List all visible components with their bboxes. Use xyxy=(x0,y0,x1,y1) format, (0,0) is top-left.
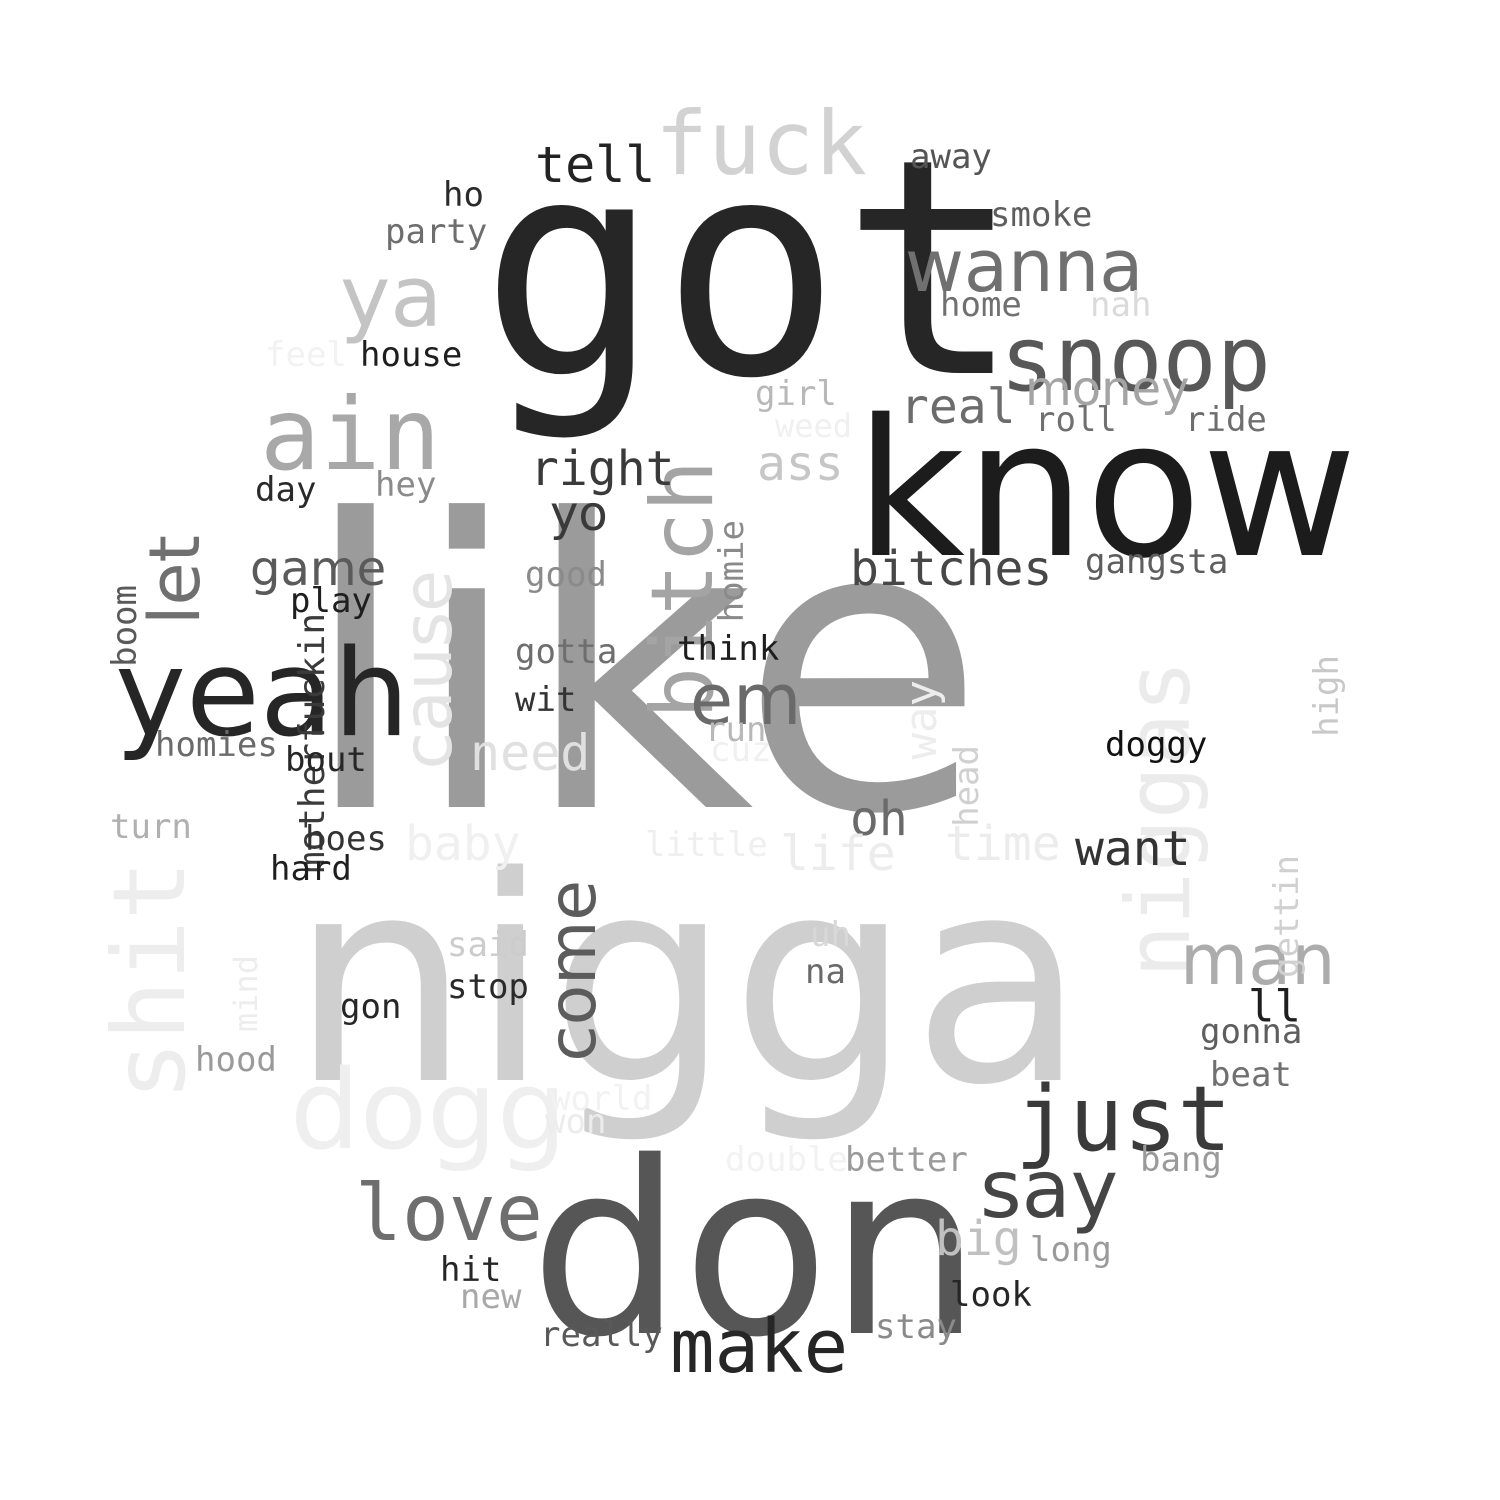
word-let: let xyxy=(134,535,216,625)
word-nah: nah xyxy=(1090,285,1152,325)
word-smoke: smoke xyxy=(990,195,1093,235)
word-gotta: gotta xyxy=(515,632,618,672)
word-stop: stop xyxy=(447,967,529,1007)
word-big: big xyxy=(935,1211,1022,1267)
word-man: man xyxy=(1180,919,1336,1001)
word-money: money xyxy=(1025,361,1190,417)
word-long: long xyxy=(1030,1230,1112,1270)
word-hood: hood xyxy=(195,1040,277,1080)
word-love: love xyxy=(355,1169,543,1259)
word-beat: beat xyxy=(1210,1055,1292,1095)
word-party: party xyxy=(385,212,488,252)
word-yo: yo xyxy=(550,486,608,542)
word-snoop: snoop xyxy=(1000,307,1271,412)
word-homie: homie xyxy=(712,520,752,623)
word-gon: gon xyxy=(340,987,402,1027)
word-girl: girl xyxy=(755,374,837,414)
word-world: world xyxy=(550,1079,653,1119)
word-turn: turn xyxy=(110,807,192,847)
word-real: real xyxy=(900,379,1016,435)
word-tell: tell xyxy=(535,136,656,194)
word-life: life xyxy=(780,826,896,882)
word-little: little xyxy=(645,825,768,865)
word-fuck: fuck xyxy=(655,92,867,195)
word-hoes: hoes xyxy=(305,819,387,859)
word-day: day xyxy=(255,470,317,510)
word-know: know xyxy=(855,379,1358,600)
word-make: make xyxy=(670,1304,849,1390)
word-good: good xyxy=(525,555,607,595)
word-want: want xyxy=(1075,821,1191,877)
word-like: like xyxy=(300,437,986,902)
word-new: new xyxy=(460,1277,522,1317)
word-roll: roll xyxy=(1035,400,1117,440)
word-doggy: doggy xyxy=(1105,725,1208,765)
word-time: time xyxy=(945,816,1061,872)
word-think: think xyxy=(677,629,780,669)
word-double: double xyxy=(725,1140,848,1180)
word-ain: ain xyxy=(260,376,441,493)
word-game: game xyxy=(250,541,387,597)
word-play: play xyxy=(290,581,372,621)
word-really: really xyxy=(540,1315,663,1355)
word-feel: feel xyxy=(265,335,347,375)
word-bang: bang xyxy=(1140,1140,1222,1180)
word-nigga: nigga xyxy=(290,816,1087,1148)
word-hey: hey xyxy=(375,465,437,505)
word-dogg: dogg xyxy=(290,1046,567,1174)
word-boom: boom xyxy=(105,585,145,667)
word-shit: shit xyxy=(91,860,208,1101)
word-head: head xyxy=(947,745,987,827)
word-weed: weed xyxy=(775,407,853,445)
word-ride: ride xyxy=(1185,400,1267,440)
word-na: na xyxy=(805,952,846,992)
word-mind: mind xyxy=(227,955,265,1033)
word-uh: uh xyxy=(810,915,851,955)
word-say: say xyxy=(980,1143,1119,1236)
word-ass: ass xyxy=(757,436,844,492)
word-gangsta: gangsta xyxy=(1085,542,1229,582)
word-gettin: gettin xyxy=(1267,855,1307,978)
word-better: better xyxy=(845,1140,968,1180)
word-yeah: yeah xyxy=(115,625,410,764)
word-don: don xyxy=(530,1110,982,1390)
word-baby: baby xyxy=(405,816,521,872)
word-wanna: wanna xyxy=(905,224,1144,308)
word-cuz: cuz xyxy=(710,730,772,770)
word-wit: wit xyxy=(515,680,577,720)
word-right: right xyxy=(530,441,675,497)
word-house: house xyxy=(360,335,463,375)
word-oh: oh xyxy=(850,791,908,847)
word-need: need xyxy=(470,724,591,782)
word-look: look xyxy=(950,1275,1032,1315)
word-ho: ho xyxy=(443,175,484,215)
word-bitches: bitches xyxy=(850,541,1053,597)
word-ya: ya xyxy=(340,248,443,347)
word-way: way xyxy=(896,680,947,760)
word-come: come xyxy=(534,880,611,1062)
word-won: won xyxy=(545,1102,607,1142)
word-homies: homies xyxy=(155,725,278,765)
word-high: high xyxy=(1307,655,1347,737)
word-said: said xyxy=(447,925,529,965)
word-bout: bout xyxy=(285,740,367,780)
word-cause: cause xyxy=(389,570,468,770)
word-away: away xyxy=(910,137,992,177)
word-run: run xyxy=(705,710,767,750)
word-got: got xyxy=(480,95,1022,444)
word-gonna: gonna xyxy=(1200,1012,1303,1052)
word-home: home xyxy=(940,285,1022,325)
word-just: just xyxy=(1015,1067,1232,1172)
word-em: em xyxy=(690,659,802,741)
word-hit: hit xyxy=(440,1250,502,1290)
word-hard: hard xyxy=(270,849,352,889)
word-stay: stay xyxy=(875,1307,957,1347)
word-ll: ll xyxy=(1248,981,1301,1032)
